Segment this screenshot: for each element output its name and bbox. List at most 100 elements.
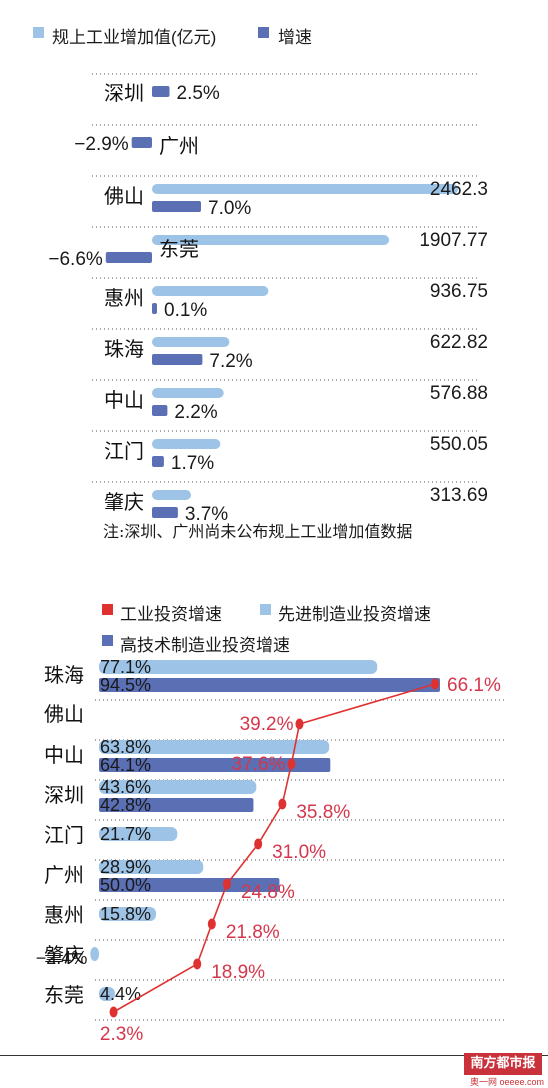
hightech-bar (99, 758, 331, 772)
growth-label: 2.2% (174, 402, 217, 423)
value-label: 313.69 (430, 485, 488, 506)
industrial-label: 39.2% (240, 714, 294, 735)
chart-note: 注:深圳、广州尚未公布规上工业增加值数据 (103, 522, 413, 541)
hightech-bar (99, 678, 440, 692)
footer-rule (0, 1055, 548, 1056)
value-bar (152, 439, 221, 449)
category-label: 佛山 (44, 703, 84, 726)
value-label: 550.05 (430, 434, 488, 455)
industrial-label: 31.0% (272, 842, 326, 863)
category-label: 江门 (104, 440, 144, 463)
legend-swatch-growth (258, 27, 269, 38)
growth-label: −6.6% (48, 249, 103, 270)
brand-logo: 南方都市报 (464, 1053, 542, 1075)
industrial-label: 35.8% (296, 802, 350, 823)
advanced-bar (99, 907, 157, 921)
advanced-label: 15.8% (100, 904, 151, 924)
industrial-label: 37.6% (232, 754, 286, 775)
industrial-point (109, 1006, 118, 1018)
legend-swatch-hightech (102, 635, 113, 646)
category-label: 深圳 (104, 82, 144, 105)
legend-label-growth: 增速 (278, 28, 312, 47)
advanced-label: 77.1% (100, 657, 151, 677)
industrial-point (295, 718, 304, 730)
legend-swatch-advanced (260, 604, 271, 615)
growth-bar (152, 201, 201, 212)
category-label: 肇庆 (44, 944, 84, 967)
legend-label-industrial: 工业投资增速 (120, 605, 222, 624)
growth-bar (152, 405, 168, 416)
value-label: 2462.3 (430, 179, 488, 200)
industrial-point (278, 798, 287, 810)
advanced-label: 21.7% (100, 824, 151, 844)
category-label: 广州 (159, 135, 199, 158)
industrial-label: 18.9% (211, 962, 265, 983)
advanced-bar (90, 947, 99, 961)
growth-bar (131, 137, 152, 148)
legend-label-hightech: 高技术制造业投资增速 (120, 636, 290, 655)
growth-label: 7.0% (208, 198, 251, 219)
legend-label-value: 规上工业增加值(亿元) (52, 28, 217, 47)
growth-label: 0.1% (164, 300, 207, 321)
industrial-point (431, 678, 439, 690)
industrial-label: 66.1% (447, 675, 501, 696)
category-label: 东莞 (159, 238, 199, 261)
growth-label: 1.7% (171, 453, 214, 474)
industrial-point (207, 918, 216, 930)
industrial-point (287, 758, 296, 770)
growth-bar (152, 507, 178, 518)
category-label: 东莞 (44, 984, 84, 1007)
growth-bar (152, 456, 164, 467)
value-bar (152, 235, 390, 245)
category-label: 江门 (44, 824, 84, 847)
category-label: 广州 (44, 864, 84, 887)
category-label: 中山 (44, 744, 84, 767)
advanced-label: 63.8% (100, 737, 151, 757)
advanced-label: 4.4% (100, 984, 141, 1004)
legend-label-advanced: 先进制造业投资增速 (278, 605, 431, 624)
value-label: 622.82 (430, 332, 488, 353)
advanced-bar (99, 827, 178, 841)
advanced-label: 43.6% (100, 777, 151, 797)
category-label: 肇庆 (104, 491, 144, 514)
category-label: 惠州 (104, 287, 144, 310)
growth-label: 2.5% (177, 83, 220, 104)
advanced-bar (99, 660, 378, 674)
brand-site: 奥一网 oeeee.com (469, 1077, 544, 1087)
hightech-label: 64.1% (100, 755, 151, 775)
category-label: 珠海 (104, 338, 144, 361)
value-bar (152, 337, 230, 347)
advanced-bar (99, 987, 115, 1001)
growth-bar (152, 86, 170, 97)
legend-swatch-value (33, 27, 44, 38)
advanced-label: 28.9% (100, 857, 151, 877)
category-label: 惠州 (44, 904, 84, 927)
category-label: 珠海 (44, 664, 84, 687)
industrial-point (254, 838, 263, 850)
advanced-bar (99, 780, 257, 794)
hightech-bar (99, 878, 280, 892)
hightech-bar (99, 798, 254, 812)
value-bar (152, 184, 458, 194)
value-label: 936.75 (430, 281, 488, 302)
growth-bar (152, 354, 203, 365)
growth-label: −2.9% (74, 134, 129, 155)
hightech-label: 50.0% (100, 875, 151, 895)
advanced-bar (99, 860, 204, 874)
growth-bar (105, 252, 152, 263)
industrial-label: 2.3% (100, 1024, 143, 1045)
legend-swatch-industrial (102, 604, 113, 615)
growth-label: 3.7% (185, 504, 228, 525)
category-label: 深圳 (44, 784, 84, 807)
industrial-point (193, 958, 202, 970)
advanced-label: −2.4% (36, 948, 88, 968)
value-bar (152, 388, 224, 398)
value-bar (152, 286, 269, 296)
industrial-label: 21.8% (226, 922, 280, 943)
value-label: 1907.77 (419, 230, 488, 251)
value-bar (152, 490, 191, 500)
growth-label: 7.2% (209, 351, 252, 372)
category-label: 佛山 (104, 185, 144, 208)
category-label: 中山 (104, 389, 144, 412)
industrial-point (222, 878, 231, 890)
